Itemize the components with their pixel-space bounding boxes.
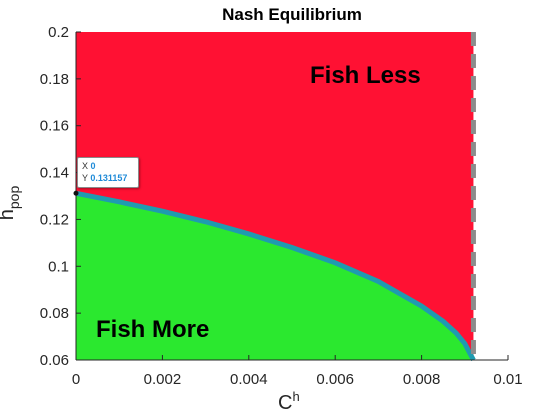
x-tick-label: 0 (72, 371, 80, 388)
fish-more-label: Fish More (96, 316, 209, 343)
datatip-marker (74, 191, 79, 196)
y-tick-label: 0.18 (40, 71, 69, 88)
y-tick-label: 0.08 (40, 305, 69, 322)
datatip-y-value: 0.131157 (90, 173, 127, 183)
x-tick-label: 0.01 (493, 371, 522, 388)
datatip-x-label: X (82, 161, 88, 171)
x-tick-label: 0.004 (230, 371, 268, 388)
x-axis-label: Ch (278, 392, 300, 415)
datatip-x-value: 0 (91, 161, 96, 171)
y-tick-label: 0.14 (40, 165, 69, 182)
datatip[interactable]: X 0 Y 0.131157 (77, 157, 139, 188)
datatip-y-label: Y (82, 173, 88, 183)
y-tick-label: 0.06 (40, 352, 69, 369)
y-tick-label: 0.16 (40, 118, 69, 135)
x-tick-label: 0.008 (403, 371, 441, 388)
y-tick-label: 0.12 (40, 211, 69, 228)
chart-title: Nash Equilibrium (76, 5, 508, 25)
y-tick-label: 0.2 (48, 24, 69, 41)
y-tick-label: 0.1 (48, 258, 69, 275)
x-tick-label: 0.002 (144, 371, 182, 388)
x-tick-label: 0.006 (316, 371, 354, 388)
fish-less-label: Fish Less (310, 62, 421, 89)
